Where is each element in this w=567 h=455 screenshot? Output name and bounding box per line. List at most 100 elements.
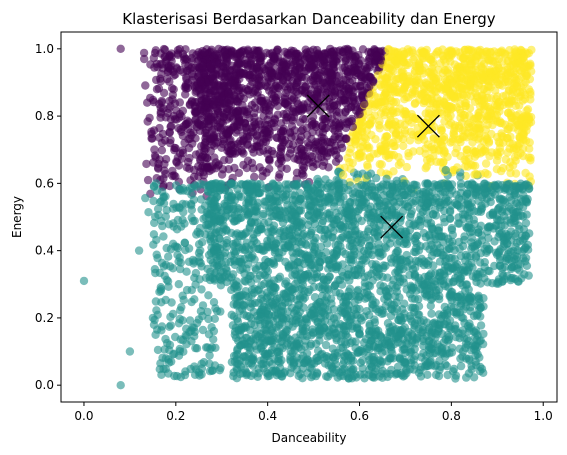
scatter-point	[276, 119, 286, 128]
scatter-point	[308, 128, 317, 137]
scatter-point	[334, 154, 343, 163]
scatter-point	[177, 154, 186, 163]
scatter-point	[224, 89, 233, 98]
scatter-point	[360, 99, 369, 109]
scatter-point	[413, 123, 422, 133]
scatter-point	[269, 118, 278, 128]
scatter-point	[388, 107, 397, 116]
scatter-point	[463, 45, 473, 54]
scatter-point	[427, 94, 436, 103]
scatter-point	[519, 53, 528, 63]
scatter-point	[318, 216, 328, 226]
scatter-point	[160, 166, 169, 175]
scatter-point	[382, 142, 391, 151]
scatter-point	[383, 122, 392, 132]
scatter-point	[522, 71, 531, 81]
scatter-point	[194, 240, 204, 249]
scatter-point	[204, 291, 213, 300]
scatter-point	[427, 142, 436, 152]
scatter-point	[399, 68, 408, 77]
scatter-point	[345, 284, 355, 294]
scatter-point	[423, 80, 432, 90]
scatter-point	[443, 152, 452, 162]
scatter-point	[523, 105, 533, 114]
scatter-point	[462, 81, 471, 90]
scatter-point	[169, 67, 178, 77]
scatter-point	[404, 58, 414, 68]
scatter-point	[277, 134, 286, 143]
scatter-point	[451, 374, 460, 383]
scatter-point	[501, 91, 510, 100]
scatter-point	[400, 83, 409, 92]
scatter-point	[398, 134, 408, 144]
scatter-point	[366, 90, 375, 99]
scatter-point	[342, 134, 351, 144]
scatter-point	[479, 146, 488, 155]
scatter-point	[339, 75, 348, 85]
scatter-point	[436, 126, 446, 135]
scatter-point	[153, 204, 163, 214]
scatter-point	[490, 237, 499, 246]
scatter-point	[290, 66, 300, 75]
scatter-point	[181, 45, 190, 54]
scatter-point	[198, 61, 207, 70]
scatter-point	[438, 158, 448, 167]
scatter-point	[513, 151, 523, 160]
scatter-point	[282, 164, 291, 173]
scatter-point	[222, 68, 231, 78]
scatter-point	[395, 104, 405, 113]
scatter-point	[481, 132, 490, 141]
scatter-point	[274, 173, 284, 182]
scatter-point	[445, 69, 454, 79]
scatter-point	[522, 122, 532, 131]
scatter-point	[438, 45, 447, 54]
scatter-point	[419, 349, 428, 358]
scatter-point	[441, 165, 450, 175]
scatter-point	[277, 156, 286, 166]
scatter-point	[143, 117, 152, 126]
scatter-point	[283, 100, 292, 110]
scatter-point	[235, 117, 244, 127]
scatter-point	[361, 134, 371, 143]
scatter-point	[427, 117, 436, 126]
scatter-point	[494, 97, 504, 107]
scatter-point	[252, 62, 262, 71]
scatter-point	[259, 359, 268, 368]
scatter-point	[239, 94, 248, 103]
scatter-point	[524, 85, 534, 94]
scatter-point	[215, 366, 224, 375]
scatter-point	[481, 168, 490, 178]
scatter-point	[356, 143, 365, 152]
scatter-point	[481, 159, 491, 168]
scatter-point	[505, 163, 514, 172]
scatter-point	[191, 108, 200, 118]
scatter-point	[402, 49, 411, 58]
scatter-point	[180, 83, 189, 92]
scatter-point	[511, 169, 521, 178]
scatter-point	[405, 76, 414, 86]
scatter-point	[182, 119, 192, 128]
scatter-point	[235, 74, 244, 84]
scatter-point	[243, 156, 253, 165]
scatter-point	[149, 53, 158, 63]
scatter-point	[410, 344, 419, 354]
scatter-point	[265, 156, 274, 165]
scatter-point	[348, 122, 357, 132]
scatter-point	[520, 270, 529, 279]
scatter-point	[467, 59, 476, 68]
scatter-point	[312, 91, 322, 100]
scatter-point	[190, 216, 199, 226]
scatter-point	[408, 199, 418, 208]
scatter-point	[203, 220, 212, 229]
scatter-point	[214, 58, 224, 68]
scatter-point	[259, 146, 268, 155]
scatter-point	[328, 63, 338, 73]
scatter-point	[355, 110, 364, 119]
scatter-point	[154, 84, 164, 93]
scatter-point	[409, 220, 418, 230]
scatter-point	[462, 91, 471, 100]
scatter-point	[152, 306, 161, 315]
scatter-point	[404, 151, 413, 161]
scatter-point	[153, 186, 162, 195]
scatter-point	[141, 81, 150, 90]
